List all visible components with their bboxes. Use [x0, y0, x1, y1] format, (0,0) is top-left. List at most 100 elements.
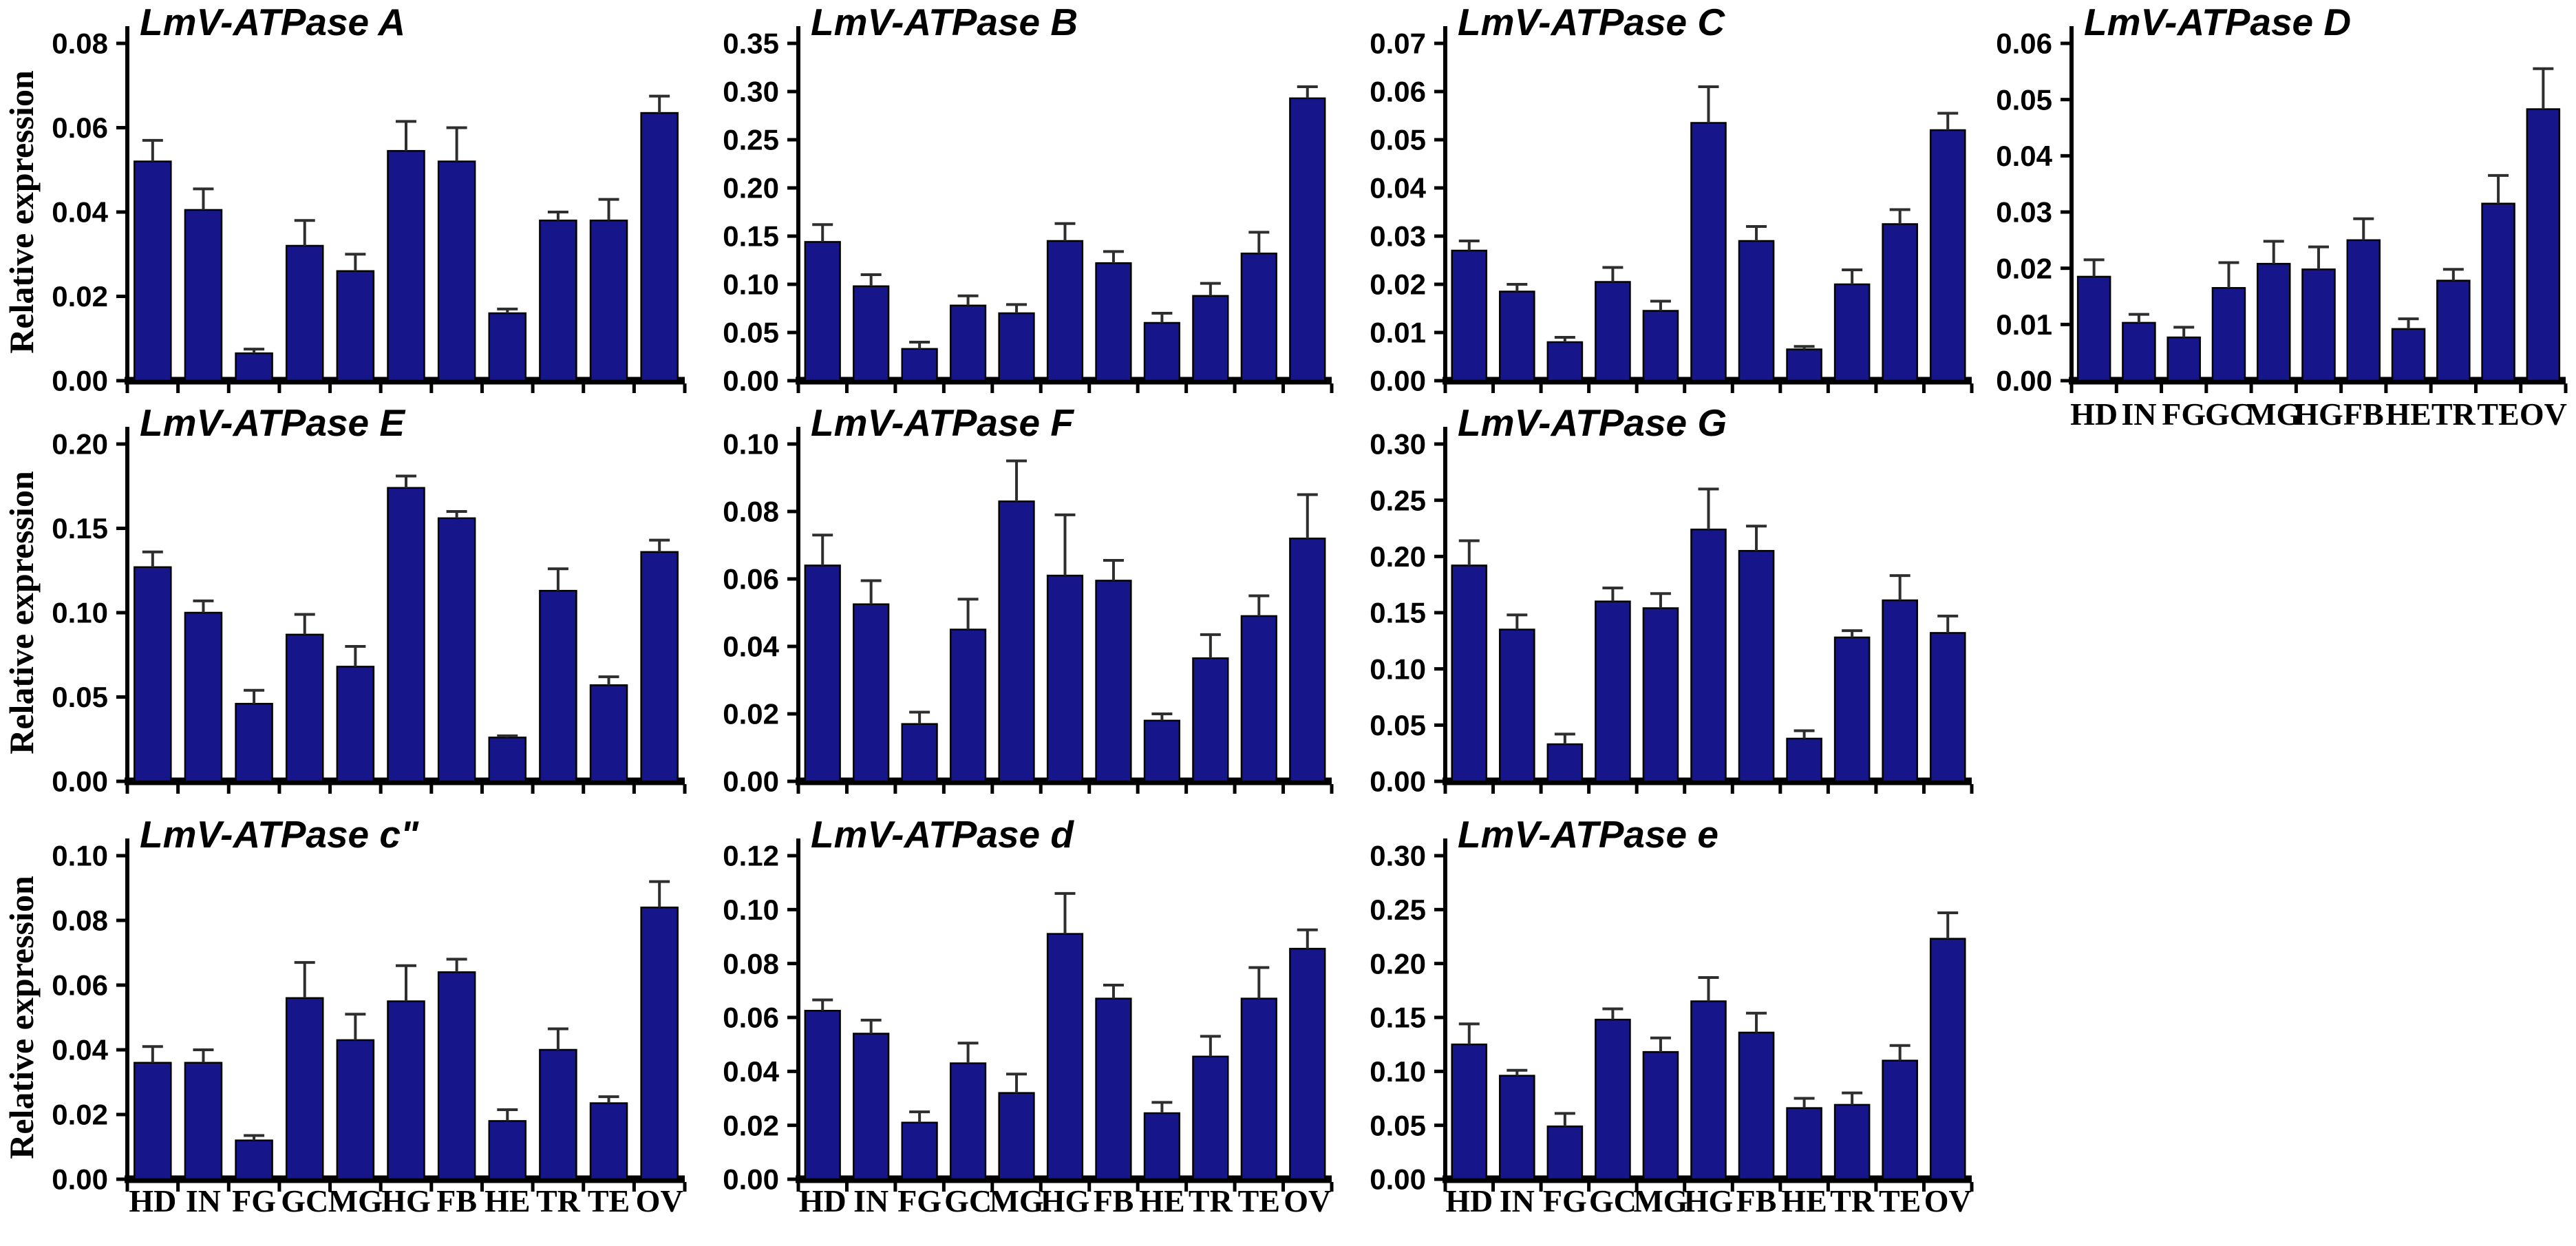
y-axis-title: Relative expression — [2, 70, 41, 354]
bar-FB — [437, 517, 476, 783]
y-tick-label: 0.00 — [52, 365, 108, 397]
bar-OV — [1289, 537, 1326, 783]
bar-TR — [1192, 295, 1229, 382]
bar-HG — [1046, 574, 1084, 783]
chart-panel-G: 0.00 0.05 0.10 0.15 0.20 0.25 0.30 LmV-ATPase G — [1342, 401, 1982, 826]
y-tick-label: 0.02 — [723, 1109, 779, 1141]
y-tick-label: 0.00 — [723, 765, 779, 798]
bar-IN — [184, 209, 223, 382]
bar-HE — [488, 737, 527, 783]
bar-GC — [949, 1062, 987, 1181]
bar-HE — [2391, 328, 2426, 382]
chart-title: LmV-ATPase D — [2084, 1, 2351, 43]
chart-title: LmV-ATPase c" — [140, 813, 419, 856]
bar-HD — [804, 564, 841, 783]
y-tick-label: 0.00 — [723, 1163, 779, 1196]
chart-svg-D: 0.00 0.01 0.02 0.03 0.04 0.05 0.06 HD IN FGGCMGHG… — [1996, 1, 2568, 432]
bar-HE — [1143, 1112, 1181, 1181]
bar-FB — [437, 971, 476, 1181]
bar-HD — [804, 241, 841, 382]
x-category-label: FB — [1094, 1183, 1134, 1218]
bar-HG — [1046, 933, 1084, 1181]
x-category-label: OV — [636, 1183, 683, 1218]
bar-OV — [1289, 947, 1326, 1181]
bar-MG — [998, 500, 1035, 783]
y-tick-label: 0.08 — [723, 947, 779, 980]
bar-HG — [387, 1000, 425, 1181]
y-tick-label: 0.05 — [1370, 124, 1426, 156]
bar-HE — [1143, 321, 1181, 382]
y-tick-label: 0.05 — [1370, 1109, 1426, 1141]
y-tick-label: 0.06 — [723, 563, 779, 595]
y-tick-label: 0.10 — [723, 894, 779, 926]
bar-TR — [539, 1048, 577, 1181]
x-category-label: TR — [536, 1183, 581, 1218]
bar-HG — [1046, 240, 1084, 382]
x-category-label: HE — [1139, 1183, 1184, 1218]
bar-TE — [2481, 202, 2515, 382]
bar-MG — [336, 1039, 375, 1181]
y-tick-label: 0.10 — [52, 597, 108, 629]
bar-FB — [2346, 239, 2381, 382]
bar-HG — [1690, 122, 1727, 382]
bar-MG — [336, 666, 375, 783]
x-category-label: TE — [1879, 1183, 1921, 1218]
x-category-label: OV — [1924, 1183, 1972, 1218]
chart-panel-C: 0.00 0.01 0.02 0.03 0.04 0.05 0.06 0.07 LmV-ATPa… — [1342, 0, 1982, 413]
bar-FG — [901, 348, 938, 382]
bar-HE — [1786, 1107, 1822, 1181]
chart-title: LmV-ATPase E — [140, 401, 406, 444]
y-tick-label: 0.15 — [723, 220, 779, 253]
y-tick-label: 0.15 — [52, 512, 108, 545]
bar-HE — [1786, 348, 1822, 382]
bar-TR — [1833, 283, 1871, 382]
y-tick-label: 0.00 — [723, 365, 779, 397]
bar-IN — [184, 611, 223, 783]
y-tick-label: 0.00 — [1370, 1163, 1426, 1196]
x-category-label: FB — [1736, 1183, 1777, 1218]
bar-IN — [184, 1062, 223, 1181]
x-category-label: TR — [2431, 397, 2476, 432]
x-category-label: HE — [485, 1183, 530, 1218]
x-category-label: OV — [1284, 1183, 1331, 1218]
y-tick-label: 0.03 — [1370, 220, 1426, 253]
bar-TR — [539, 589, 577, 783]
bar-FG — [1546, 1125, 1584, 1181]
bar-FG — [901, 1121, 938, 1181]
bar-IN — [853, 603, 890, 783]
bar-OV — [1929, 129, 1966, 382]
chart-svg-e: 0.00 0.05 0.10 0.15 0.20 0.25 0.30 HD IN FG GCMGHG… — [1370, 813, 1974, 1218]
x-category-label: HG — [2294, 397, 2343, 432]
y-tick-label: 0.05 — [723, 317, 779, 349]
bar-FG — [2167, 336, 2201, 382]
bar-GC — [949, 304, 987, 382]
bar-GC — [1595, 600, 1631, 783]
y-tick-label: 0.10 — [723, 428, 779, 461]
chart-svg-A: 0.00 0.02 0.04 0.06 0.08 LmV-ATPase A Relative… — [2, 1, 687, 397]
x-category-label: FG — [897, 1183, 941, 1218]
y-tick-label: 0.02 — [1370, 268, 1426, 301]
y-tick-label: 0.04 — [1996, 140, 2052, 172]
bar-FB — [437, 160, 476, 382]
bar-MG — [1642, 310, 1679, 382]
y-tick-label: 0.15 — [1370, 597, 1426, 629]
x-category-label: GC — [944, 1183, 992, 1218]
chart-panel-e: 0.00 0.05 0.10 0.15 0.20 0.25 0.30 HD IN FG GC MG HG… — [1342, 812, 1982, 1246]
y-tick-label: 0.06 — [52, 112, 108, 144]
x-category-label: HE — [1781, 1183, 1827, 1218]
bar-FB — [1738, 549, 1775, 783]
bar-HE — [488, 1120, 527, 1181]
y-tick-label: 0.00 — [1370, 365, 1426, 397]
bar-GC — [2211, 287, 2246, 382]
y-tick-label: 0.06 — [52, 969, 108, 1002]
y-tick-label: 0.01 — [1370, 317, 1426, 349]
y-tick-label: 0.25 — [723, 124, 779, 156]
bar-GC — [949, 629, 987, 783]
bar-TR — [1192, 657, 1229, 783]
y-tick-label: 0.06 — [723, 1002, 779, 1034]
y-tick-label: 0.05 — [1370, 709, 1426, 741]
bar-FG — [1546, 341, 1584, 382]
bar-MG — [2256, 262, 2291, 382]
bar-TE — [1882, 1059, 1918, 1181]
